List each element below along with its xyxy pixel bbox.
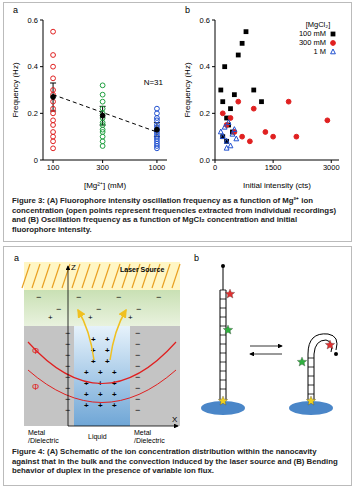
- svg-text:Φ: Φ: [32, 382, 39, 392]
- svg-text:300: 300: [96, 163, 109, 172]
- svg-text:−: −: [136, 304, 141, 314]
- html-text:Figure 4: (A) Schematic of the: Figure 4: (A) Schematic of the ion conce…: [12, 447, 338, 476]
- html-text:a: a: [13, 5, 18, 15]
- svg-text:+: +: [105, 357, 110, 366]
- svg-text:0: 0: [34, 156, 38, 165]
- svg-text:1500: 1500: [265, 163, 282, 172]
- svg-text:+: +: [88, 313, 93, 322]
- svg-text:a: a: [14, 253, 19, 263]
- svg-text:+: +: [105, 335, 110, 344]
- svg-text:/Dielectric: /Dielectric: [28, 437, 59, 444]
- svg-text:−: −: [135, 350, 140, 360]
- svg-text:+: +: [112, 379, 117, 388]
- svg-text:Φ: Φ: [32, 346, 39, 356]
- svg-text:Liquid: Liquid: [88, 433, 107, 441]
- html-text:300 mM: 300 mM: [298, 38, 326, 47]
- svg-text:0.2: 0.2: [200, 109, 210, 118]
- svg-text:+: +: [84, 379, 89, 388]
- svg-text:+: +: [98, 390, 103, 399]
- svg-text:+: +: [105, 346, 110, 355]
- svg-text:X: X: [172, 415, 178, 424]
- svg-text:Frequency (Hz): Frequency (Hz): [11, 62, 20, 117]
- svg-text:0.2: 0.2: [28, 109, 38, 118]
- svg-text:0.0: 0.0: [200, 156, 210, 165]
- svg-text:b: b: [194, 253, 199, 263]
- svg-text:+: +: [84, 368, 89, 377]
- svg-text:−: −: [76, 292, 81, 302]
- html-text:b: b: [185, 5, 190, 15]
- svg-text:−: −: [135, 328, 140, 338]
- svg-text:+: +: [48, 313, 53, 322]
- html-text:100 mM: 100 mM: [298, 29, 326, 38]
- svg-text:0: 0: [213, 163, 217, 172]
- svg-text:+: +: [112, 390, 117, 399]
- svg-text:−: −: [135, 361, 140, 371]
- html-text:[MgCl₂]: [MgCl₂]: [305, 20, 331, 29]
- svg-text:100: 100: [47, 163, 60, 172]
- svg-text:−: −: [116, 292, 121, 302]
- svg-text:−: −: [135, 383, 140, 393]
- svg-text:+: +: [84, 390, 89, 399]
- svg-text:+: +: [84, 401, 89, 410]
- svg-text:−: −: [36, 292, 41, 302]
- svg-text:Laser Source: Laser Source: [120, 266, 164, 273]
- svg-text:−: −: [135, 405, 140, 415]
- svg-text:/Dielectric: /Dielectric: [134, 437, 165, 444]
- svg-text:Z: Z: [71, 263, 76, 272]
- svg-text:3000: 3000: [323, 163, 340, 172]
- svg-text:+: +: [91, 335, 96, 344]
- svg-text:−: −: [156, 292, 161, 302]
- svg-text:Metal: Metal: [28, 429, 46, 436]
- svg-text:+: +: [112, 401, 117, 410]
- svg-text:0.6: 0.6: [200, 16, 210, 25]
- html-text:N=31: N=31: [143, 78, 163, 87]
- svg-text:−: −: [56, 304, 61, 314]
- svg-text:−: −: [96, 304, 101, 314]
- svg-text:Initial intensity (cts): Initial intensity (cts): [243, 181, 311, 190]
- svg-text:[Mg²⁺] (mM): [Mg²⁺] (mM): [84, 181, 126, 190]
- html-text:1 M: 1 M: [313, 47, 326, 56]
- svg-text:0.4: 0.4: [28, 62, 38, 71]
- svg-text:Metal: Metal: [134, 429, 152, 436]
- svg-text:+: +: [98, 368, 103, 377]
- svg-text:0.4: 0.4: [200, 62, 210, 71]
- svg-text:+: +: [112, 368, 117, 377]
- html-text:Figure 3: (A) Fluorophore inte: Figure 3: (A) Fluorophore intensity osci…: [12, 196, 337, 234]
- svg-text:Frequency (Hz): Frequency (Hz): [183, 62, 192, 117]
- svg-text:+: +: [128, 313, 133, 322]
- svg-text:1000: 1000: [149, 163, 166, 172]
- svg-text:0.6: 0.6: [28, 16, 38, 25]
- svg-text:−: −: [135, 339, 140, 349]
